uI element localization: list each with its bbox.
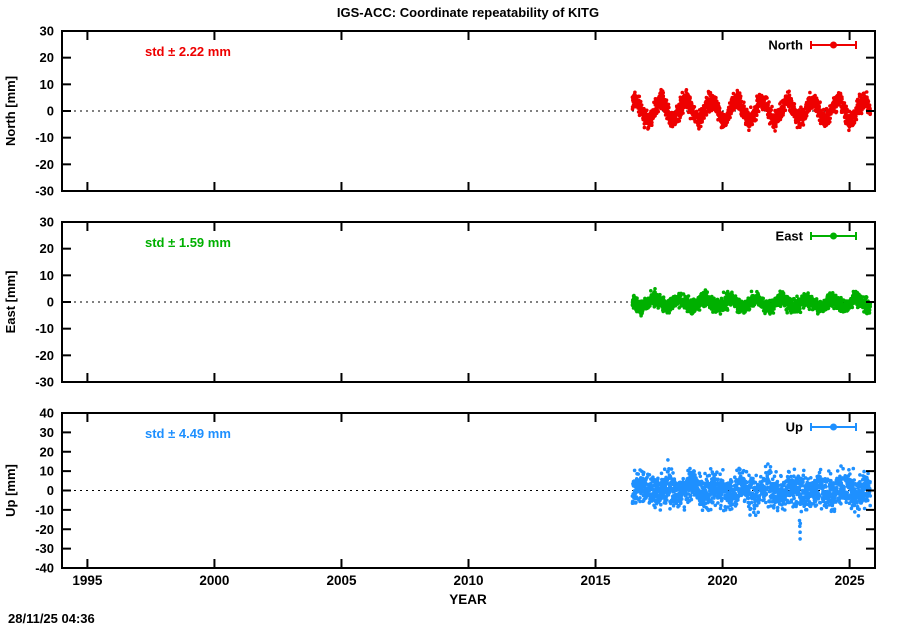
x-tick-label: 2025 <box>835 573 866 588</box>
y-tick-label: 20 <box>40 444 54 459</box>
y-tick-label: -10 <box>35 130 54 145</box>
y-tick-label: -30 <box>35 375 54 390</box>
east-legend-label: East <box>776 229 804 244</box>
x-tick-label: 2015 <box>581 573 612 588</box>
east-std-annotation: std ± 1.59 mm <box>145 235 231 250</box>
chart-title: IGS-ACC: Coordinate repeatability of KIT… <box>337 5 599 20</box>
y-tick-label: -10 <box>35 502 54 517</box>
east-panel: 30 20 10 0 -10 -20 -30 East [mm] std ± 1.59 mm Ea… <box>3 215 876 390</box>
x-axis-title: YEAR <box>449 592 487 607</box>
y-tick-label: -20 <box>35 522 54 537</box>
north-legend-point <box>830 41 837 49</box>
y-tick-label: 20 <box>40 50 54 65</box>
y-tick-label: 30 <box>40 24 54 39</box>
east-axis-title: East [mm] <box>3 271 18 334</box>
y-tick-label: 10 <box>40 464 54 479</box>
north-data-points <box>630 87 873 133</box>
y-tick-label: -20 <box>35 348 54 363</box>
up-axis-title: Up [mm] <box>3 464 18 517</box>
x-tick-label: 2005 <box>326 573 357 588</box>
up-legend-point <box>830 423 837 431</box>
y-tick-label: 0 <box>47 483 54 498</box>
y-tick-label: 30 <box>40 215 54 230</box>
east-legend-point <box>830 232 837 240</box>
up-legend-label: Up <box>786 420 803 435</box>
east-data-points <box>630 287 873 318</box>
x-tick-label: 2000 <box>199 573 229 588</box>
plot-timestamp: 28/11/25 04:36 <box>8 611 95 626</box>
y-tick-label: 0 <box>47 104 54 119</box>
y-tick-label: -30 <box>35 184 54 199</box>
north-panel: 30 20 10 0 -10 -20 -30 North [mm] std ± 2.22 mm N… <box>3 24 876 199</box>
y-tick-label: 0 <box>47 295 54 310</box>
y-tick-label: 10 <box>40 77 54 92</box>
y-tick-label: -30 <box>35 541 54 556</box>
x-tick-label: 1995 <box>72 573 103 588</box>
y-tick-label: -10 <box>35 321 54 336</box>
y-tick-label: 20 <box>40 241 54 256</box>
x-tick-label: 2010 <box>453 573 483 588</box>
north-axis-title: North [mm] <box>3 76 18 146</box>
y-tick-label: 40 <box>40 406 54 421</box>
up-data-points <box>630 458 873 541</box>
y-tick-label: 10 <box>40 268 54 283</box>
up-std-annotation: std ± 4.49 mm <box>145 426 231 441</box>
north-std-annotation: std ± 2.22 mm <box>145 44 231 59</box>
y-tick-label: -40 <box>35 561 54 576</box>
y-tick-label: -20 <box>35 157 54 172</box>
north-legend-label: North <box>768 38 803 53</box>
x-tick-label: 2020 <box>708 573 738 588</box>
y-tick-label: 30 <box>40 425 54 440</box>
